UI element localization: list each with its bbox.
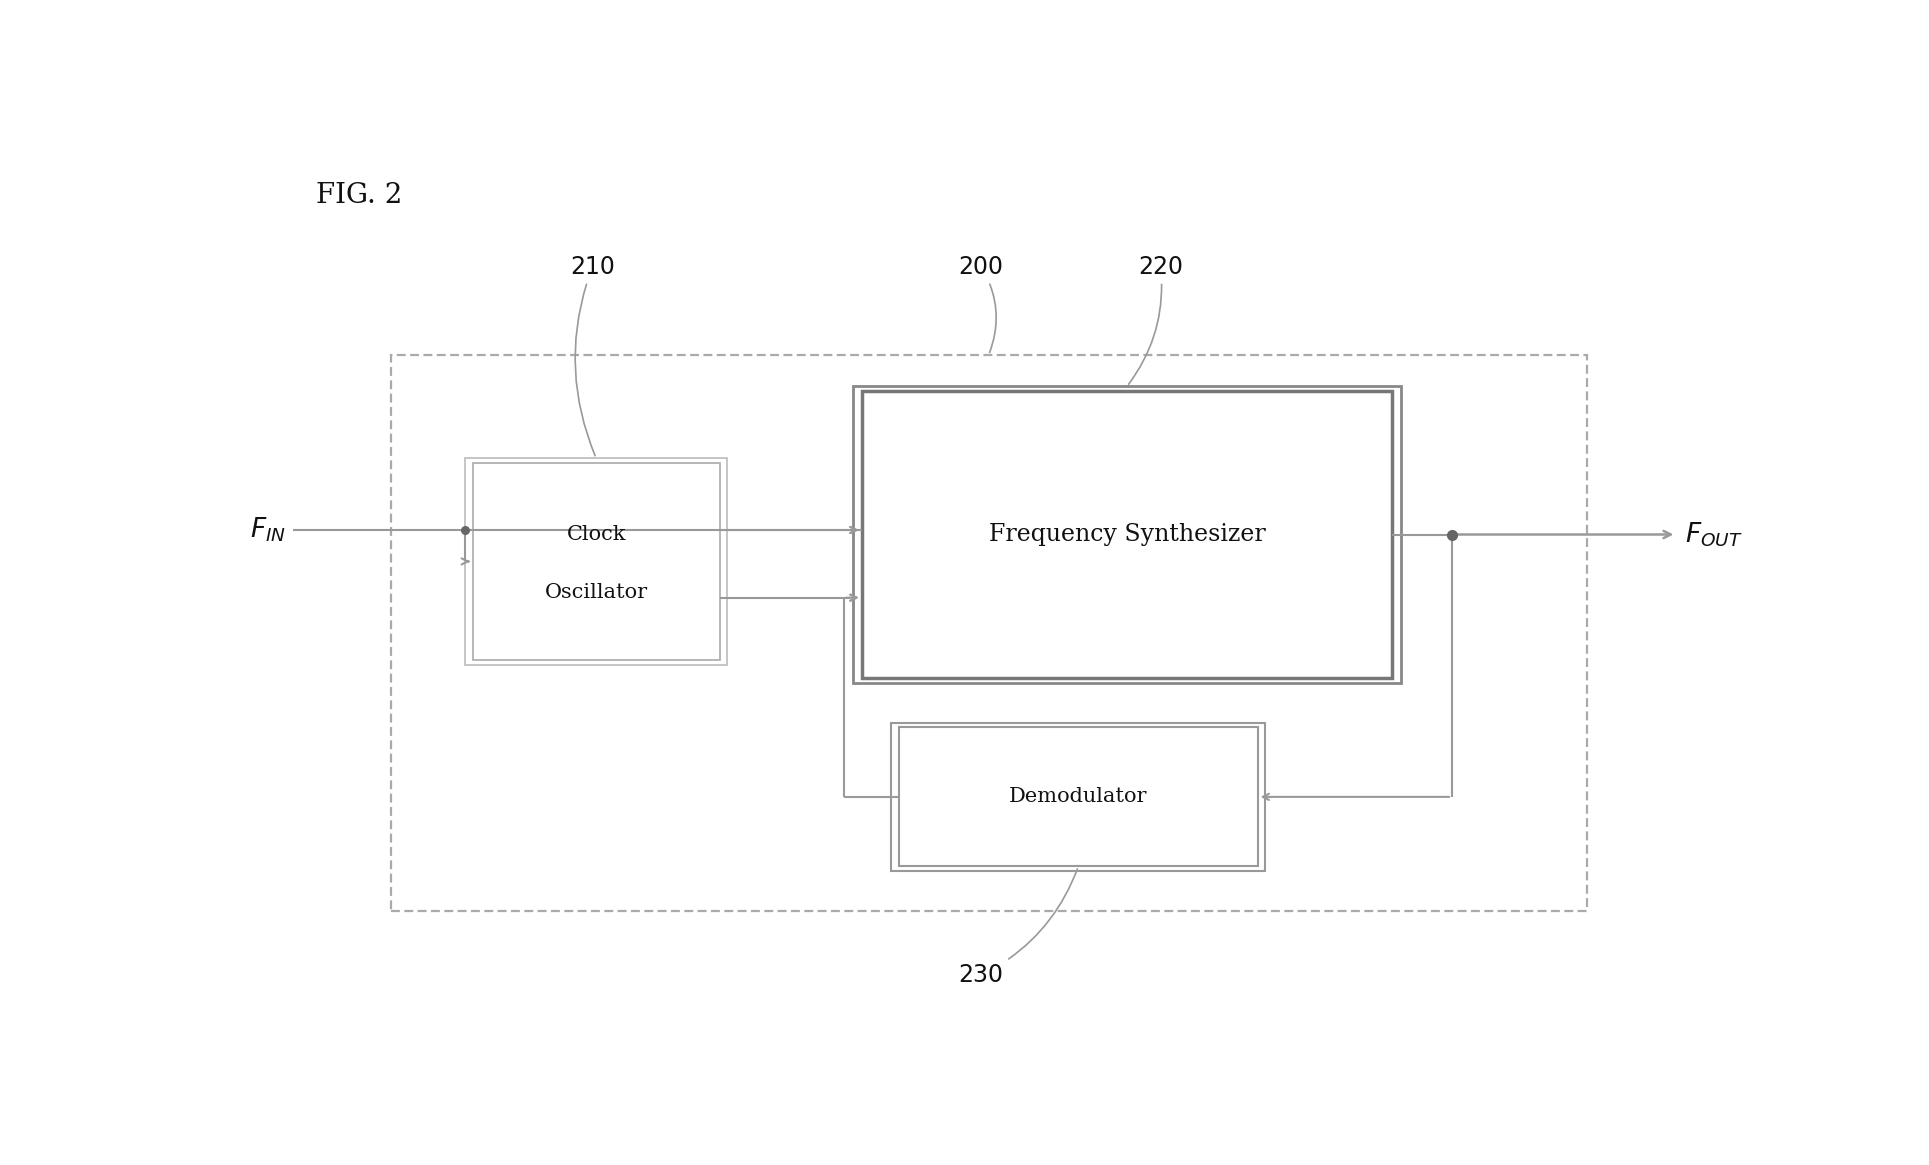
Bar [392, 355, 1588, 911]
Text: Frequency Synthesizer: Frequency Synthesizer [988, 523, 1265, 546]
Bar [465, 458, 727, 664]
Text: Demodulator: Demodulator [1009, 788, 1148, 806]
Bar [899, 727, 1258, 867]
Text: $F_{OUT}$: $F_{OUT}$ [1686, 521, 1744, 549]
Bar [473, 463, 720, 661]
Text: 220: 220 [1128, 255, 1182, 384]
Bar [862, 391, 1393, 678]
Text: Oscillator: Oscillator [544, 584, 648, 602]
Bar [853, 386, 1400, 684]
Text: 200: 200 [959, 255, 1003, 353]
Text: FIG. 2: FIG. 2 [316, 182, 403, 209]
Text: Clock: Clock [567, 525, 625, 544]
Text: 210: 210 [569, 255, 615, 456]
Bar [891, 722, 1265, 871]
Text: $F_{IN}$: $F_{IN}$ [251, 516, 285, 544]
Text: 230: 230 [959, 869, 1076, 987]
